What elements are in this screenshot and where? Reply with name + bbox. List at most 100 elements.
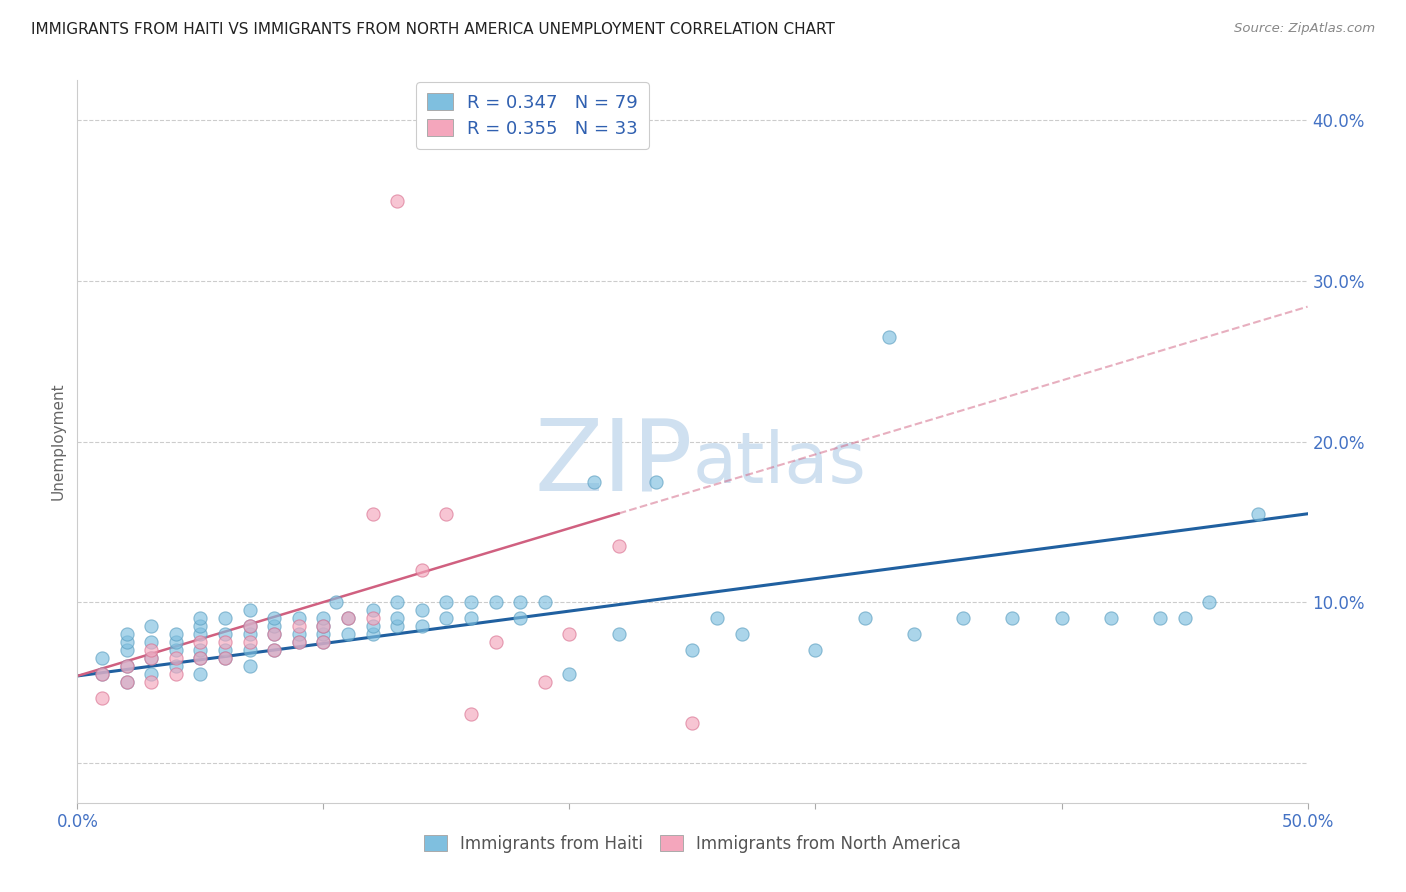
Point	[141, 619, 163, 633]
Point	[312, 627, 335, 641]
Point	[239, 635, 262, 649]
Point	[214, 635, 236, 649]
Point	[214, 611, 236, 625]
Point	[411, 603, 433, 617]
Point	[1149, 611, 1171, 625]
Point	[288, 635, 311, 649]
Point	[312, 611, 335, 625]
Point	[188, 611, 212, 625]
Point	[1050, 611, 1073, 625]
Point	[263, 643, 285, 657]
Point	[263, 627, 285, 641]
Point	[903, 627, 925, 641]
Point	[239, 643, 262, 657]
Point	[115, 659, 138, 673]
Point	[288, 611, 311, 625]
Text: IMMIGRANTS FROM HAITI VS IMMIGRANTS FROM NORTH AMERICA UNEMPLOYMENT CORRELATION : IMMIGRANTS FROM HAITI VS IMMIGRANTS FROM…	[31, 22, 835, 37]
Point	[288, 627, 311, 641]
Point	[361, 611, 384, 625]
Point	[263, 643, 285, 657]
Point	[188, 635, 212, 649]
Point	[115, 675, 138, 690]
Point	[583, 475, 606, 489]
Point	[141, 675, 163, 690]
Point	[312, 635, 335, 649]
Point	[312, 635, 335, 649]
Point	[1174, 611, 1197, 625]
Point	[534, 595, 557, 609]
Point	[460, 707, 482, 722]
Point	[558, 667, 581, 681]
Point	[165, 667, 187, 681]
Point	[1198, 595, 1220, 609]
Point	[436, 595, 458, 609]
Point	[141, 667, 163, 681]
Text: Source: ZipAtlas.com: Source: ZipAtlas.com	[1234, 22, 1375, 36]
Point	[607, 627, 630, 641]
Point	[90, 651, 114, 665]
Point	[165, 627, 187, 641]
Point	[141, 635, 163, 649]
Point	[361, 619, 384, 633]
Point	[263, 619, 285, 633]
Point	[141, 651, 163, 665]
Point	[509, 611, 531, 625]
Point	[263, 627, 285, 641]
Point	[460, 611, 482, 625]
Point	[952, 611, 974, 625]
Point	[509, 595, 531, 609]
Text: atlas: atlas	[693, 429, 866, 498]
Point	[337, 627, 360, 641]
Point	[385, 611, 409, 625]
Point	[411, 619, 433, 633]
Point	[239, 659, 262, 673]
Point	[337, 611, 360, 625]
Point	[239, 603, 262, 617]
Point	[214, 627, 236, 641]
Point	[1247, 507, 1270, 521]
Point	[239, 619, 262, 633]
Point	[312, 619, 335, 633]
Point	[263, 611, 285, 625]
Point	[115, 659, 138, 673]
Point	[436, 611, 458, 625]
Point	[115, 675, 138, 690]
Point	[731, 627, 754, 641]
Point	[485, 635, 508, 649]
Point	[411, 563, 433, 577]
Point	[385, 194, 409, 208]
Point	[460, 595, 482, 609]
Legend: Immigrants from Haiti, Immigrants from North America: Immigrants from Haiti, Immigrants from N…	[418, 828, 967, 860]
Point	[436, 507, 458, 521]
Point	[141, 643, 163, 657]
Y-axis label: Unemployment: Unemployment	[51, 383, 66, 500]
Point	[485, 595, 508, 609]
Point	[165, 651, 187, 665]
Point	[1001, 611, 1024, 625]
Point	[239, 627, 262, 641]
Point	[188, 651, 212, 665]
Point	[165, 635, 187, 649]
Point	[558, 627, 581, 641]
Point	[214, 651, 236, 665]
Point	[607, 539, 630, 553]
Point	[385, 595, 409, 609]
Point	[312, 619, 335, 633]
Point	[853, 611, 876, 625]
Point	[165, 643, 187, 657]
Point	[534, 675, 557, 690]
Text: ZIP: ZIP	[534, 415, 693, 512]
Point	[90, 667, 114, 681]
Point	[361, 603, 384, 617]
Point	[115, 643, 138, 657]
Point	[361, 507, 384, 521]
Point	[337, 611, 360, 625]
Point	[361, 627, 384, 641]
Point	[644, 475, 666, 489]
Point	[115, 627, 138, 641]
Point	[385, 619, 409, 633]
Point	[115, 635, 138, 649]
Point	[188, 619, 212, 633]
Point	[214, 651, 236, 665]
Point	[239, 619, 262, 633]
